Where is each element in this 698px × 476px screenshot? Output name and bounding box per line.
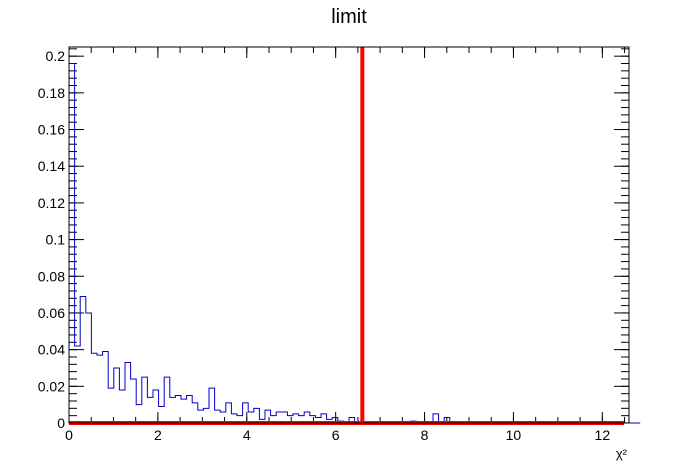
histogram-outline <box>68 63 641 424</box>
x-tick-label: 2 <box>154 427 162 443</box>
y-tick-label: 0 <box>57 415 65 431</box>
y-tick-label: 0.06 <box>38 305 65 321</box>
x-tick-label: 8 <box>421 427 429 443</box>
limit-lines <box>69 47 624 425</box>
histogram-bars <box>68 63 641 424</box>
y-tick-label: 0.18 <box>38 85 65 101</box>
plot-frame <box>68 46 630 424</box>
x-tick-label: 10 <box>506 427 522 443</box>
x-tick-label: 6 <box>332 427 340 443</box>
x-axis-title: χ² <box>616 446 628 461</box>
y-tick-label: 0.14 <box>38 158 65 174</box>
y-tick-label: 0.2 <box>46 48 66 64</box>
axis-ticks: 0 0.02 0.04 0.06 0.08 0.1 0.12 0.14 0.16 0.18 0.2 0… <box>38 47 629 443</box>
y-tick-label: 0.16 <box>38 122 65 138</box>
x-tick-label: 0 <box>65 427 73 443</box>
y-tick-label: 0.12 <box>38 195 65 211</box>
y-tick-label: 0.04 <box>38 342 65 358</box>
chart-title: limit <box>331 6 367 28</box>
y-tick-label: 0.1 <box>46 232 66 248</box>
y-tick-label: 0.08 <box>38 268 65 284</box>
y-tick-label: 0.02 <box>38 378 65 394</box>
x-tick-label: 12 <box>595 427 611 443</box>
x-tick-label: 4 <box>243 427 251 443</box>
